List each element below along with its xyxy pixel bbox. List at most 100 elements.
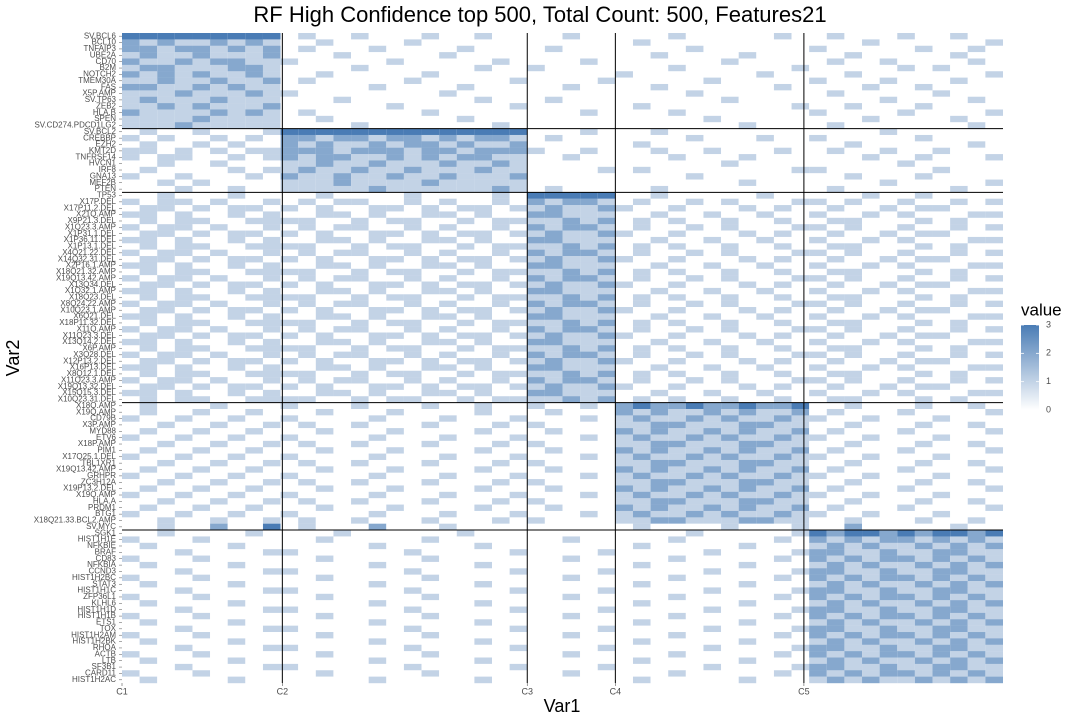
heatmap-cell: [262, 370, 281, 378]
heatmap-cell: [668, 262, 686, 269]
heatmap-cell: [756, 459, 774, 467]
heatmap-cell: [985, 517, 1003, 524]
heatmap-cell: [826, 313, 845, 320]
heatmap-cell: [509, 619, 528, 626]
heatmap-cell: [756, 644, 774, 652]
heatmap-cell: [227, 332, 246, 340]
heatmap-cell: [580, 39, 598, 46]
heatmap-cell: [421, 408, 440, 416]
heatmap-cell: [403, 491, 422, 499]
heatmap-cell: [615, 345, 633, 352]
heatmap-cell: [509, 377, 528, 384]
heatmap-cell: [703, 39, 722, 46]
heatmap-cell: [351, 555, 369, 563]
heatmap-cell: [580, 83, 598, 91]
heatmap-cell: [227, 574, 246, 582]
heatmap-cell: [668, 351, 686, 359]
heatmap-cell: [280, 313, 299, 320]
heatmap-cell: [544, 542, 563, 550]
heatmap-cell: [439, 644, 457, 652]
heatmap-cell: [315, 612, 334, 620]
heatmap-cell: [791, 211, 810, 219]
heatmap-cell: [157, 389, 175, 397]
heatmap-cell: [351, 249, 369, 257]
heatmap-cell: [756, 287, 774, 295]
heatmap-cell: [703, 364, 722, 371]
heatmap-cell: [932, 198, 951, 206]
heatmap-cell: [668, 109, 686, 117]
heatmap-cell: [368, 243, 387, 250]
heatmap-cell: [685, 77, 704, 85]
heatmap-cell: [668, 154, 686, 161]
heatmap-cell: [985, 160, 1003, 168]
heatmap-cell: [298, 345, 316, 352]
heatmap-cell: [950, 523, 968, 531]
heatmap-cell: [245, 179, 263, 187]
heatmap-cell: [280, 568, 299, 575]
heatmap-cell: [809, 103, 827, 110]
heatmap-cell: [386, 612, 404, 620]
heatmap-cell: [509, 154, 528, 161]
heatmap-cell: [562, 402, 581, 410]
heatmap-cell: [826, 211, 845, 219]
heatmap-cell: [632, 459, 651, 467]
heatmap-cell: [122, 58, 140, 66]
heatmap-cell: [967, 90, 986, 97]
heatmap-cell: [544, 408, 563, 416]
heatmap-cell: [826, 243, 845, 250]
heatmap-cell: [967, 389, 986, 397]
heatmap-cell: [950, 326, 968, 333]
heatmap-cell: [615, 52, 633, 59]
heatmap-cell: [245, 294, 263, 301]
heatmap-cell: [280, 217, 299, 225]
heatmap-cell: [262, 428, 281, 435]
heatmap-cell: [439, 52, 457, 59]
heatmap-cell: [756, 408, 774, 416]
heatmap-cell: [351, 663, 369, 671]
heatmap-cell: [932, 230, 951, 238]
heatmap-cell: [315, 638, 334, 645]
heatmap-cell: [862, 383, 880, 391]
heatmap-cell: [862, 606, 880, 614]
heatmap-cell: [227, 561, 246, 569]
heatmap-cell: [174, 122, 193, 129]
heatmap-cell: [174, 77, 193, 85]
heatmap-cell: [456, 517, 475, 524]
heatmap-cell: [826, 39, 845, 46]
heatmap-cell: [439, 236, 457, 244]
heatmap-cell: [932, 338, 951, 346]
heatmap-cell: [879, 574, 898, 582]
heatmap-cell: [985, 408, 1003, 416]
heatmap-cell: [826, 160, 845, 168]
heatmap-cell: [650, 447, 669, 454]
heatmap-cell: [403, 307, 422, 314]
heatmap-cell: [721, 396, 739, 403]
heatmap-cell: [421, 581, 440, 588]
heatmap-cell: [721, 542, 739, 550]
heatmap-cell: [756, 243, 774, 250]
heatmap-cell: [791, 530, 810, 537]
heatmap-cell: [932, 530, 951, 537]
heatmap-cell: [985, 638, 1003, 645]
heatmap-cell: [333, 173, 352, 180]
heatmap-cell: [315, 64, 334, 72]
heatmap-cell: [721, 287, 739, 295]
heatmap-cell: [615, 236, 633, 244]
heatmap-cell: [439, 307, 457, 314]
heatmap-cell: [738, 396, 757, 403]
heatmap-cell: [210, 294, 228, 301]
heatmap-cell: [862, 364, 880, 371]
heatmap-cell: [844, 83, 863, 91]
heatmap-cell: [280, 332, 299, 340]
heatmap-cell: [351, 115, 369, 123]
heatmap-cell: [280, 389, 299, 397]
heatmap-cell: [703, 625, 722, 633]
heatmap-cell: [527, 619, 545, 626]
heatmap-cell: [685, 326, 704, 333]
heatmap-cells: [122, 33, 1003, 684]
heatmap-cell: [967, 134, 986, 142]
heatmap-cell: [192, 600, 211, 607]
heatmap-cell: [509, 434, 528, 442]
heatmap-cell: [668, 447, 686, 454]
heatmap-cell: [509, 466, 528, 473]
